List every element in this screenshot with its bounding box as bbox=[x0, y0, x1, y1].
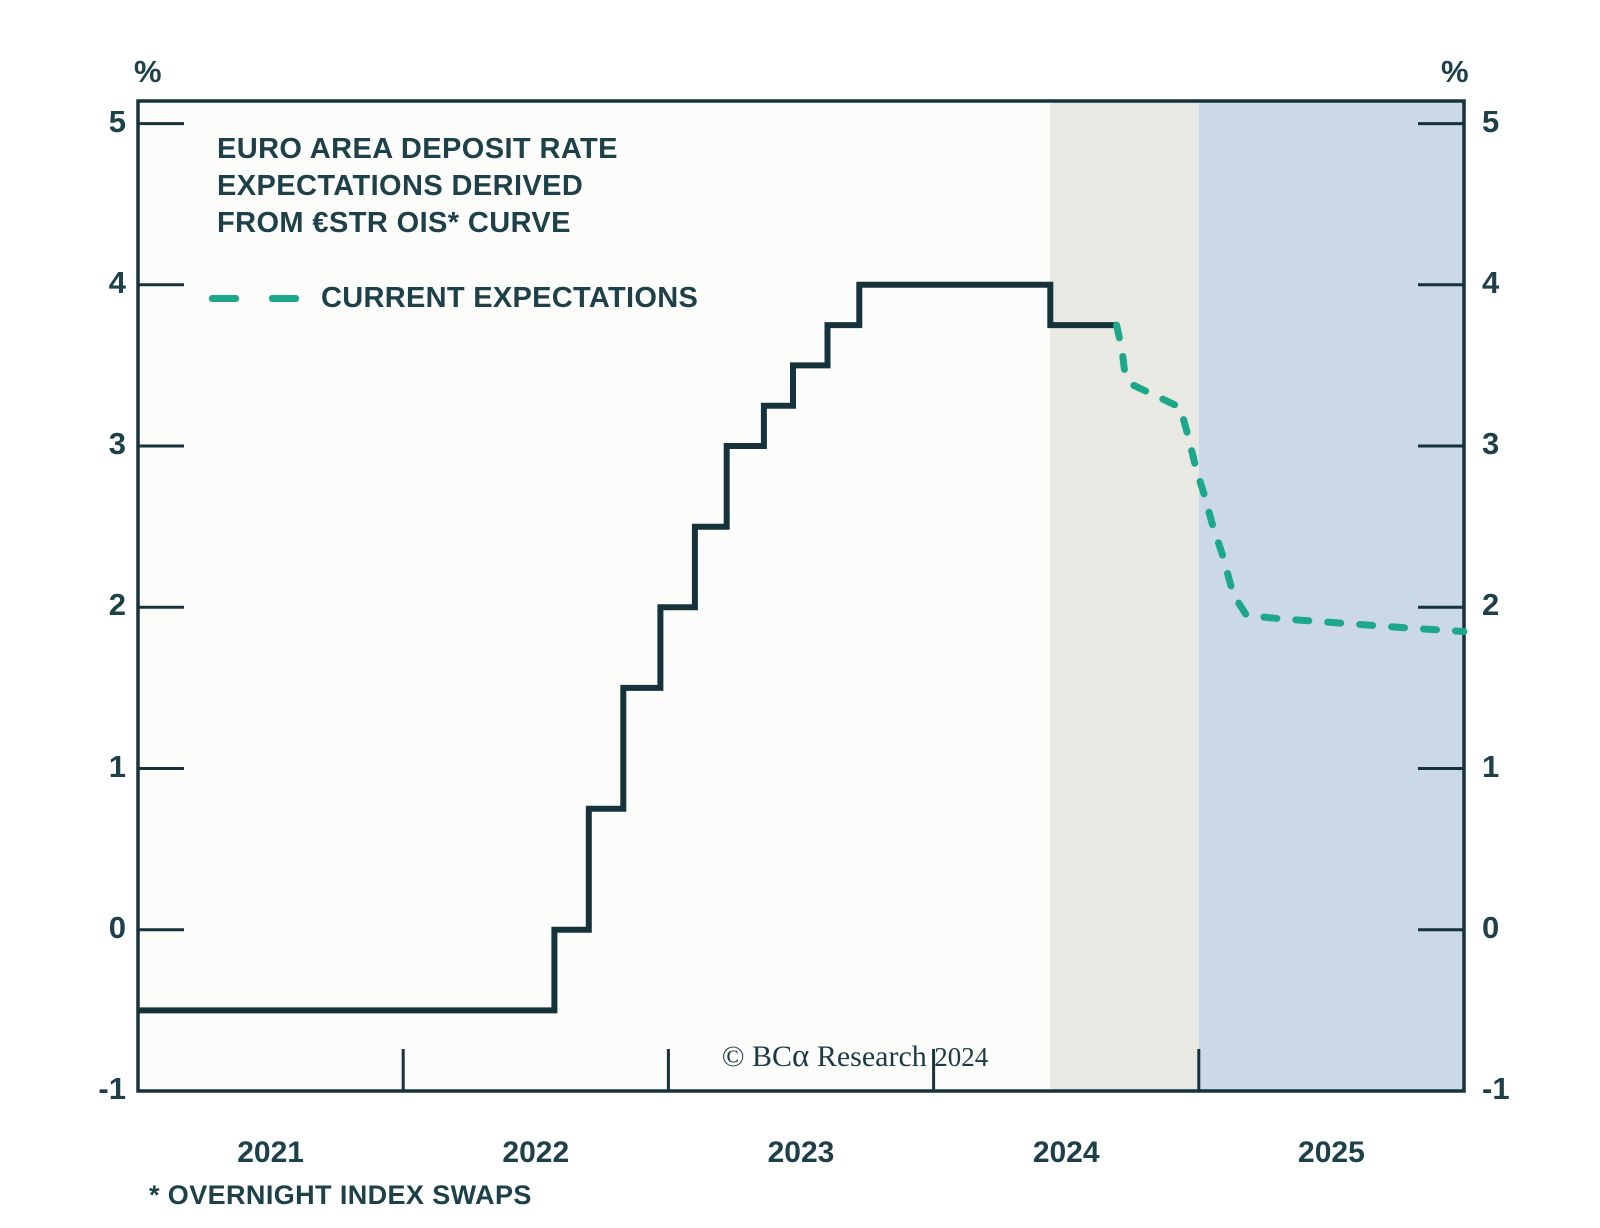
y-axis-labels-left: 5 4 3 2 1 0 -1 bbox=[0, 0, 126, 1228]
legend-dash-icon bbox=[269, 295, 299, 302]
chart-title: EURO AREA DEPOSIT RATE EXPECTATIONS DERI… bbox=[217, 131, 618, 242]
y-axis-unit-right: % bbox=[1441, 54, 1469, 89]
legend: CURRENT EXPECTATIONS bbox=[209, 282, 698, 315]
y-axis-label: -1 bbox=[98, 1071, 126, 1106]
series-current-expectations bbox=[1113, 321, 1468, 635]
y-axis-label: -1 bbox=[1482, 1071, 1510, 1106]
x-axis-label: 2025 bbox=[1298, 1136, 1365, 1169]
y-axis-label: 5 bbox=[108, 103, 126, 139]
y-axis-label: 4 bbox=[1482, 264, 1500, 300]
y-axis-label: 3 bbox=[108, 426, 126, 462]
series-deposit-rate-history bbox=[138, 281, 1117, 1014]
chart-title-line-3: FROM €STR OIS* CURVE bbox=[217, 207, 571, 239]
x-axis-label: 2024 bbox=[1032, 1136, 1100, 1169]
y-axis-label: 1 bbox=[1482, 748, 1500, 784]
x-axis-label: 2023 bbox=[767, 1136, 835, 1169]
y-axis-label: 2 bbox=[108, 587, 126, 623]
x-axis-label: 2022 bbox=[502, 1136, 570, 1169]
copyright-prefix: © BC bbox=[721, 1040, 793, 1073]
y-axis-unit-left: % bbox=[134, 54, 162, 89]
y-axis-label: 3 bbox=[1482, 426, 1500, 462]
2025-shading bbox=[1198, 101, 1464, 1091]
legend-dash-icon bbox=[209, 295, 239, 302]
chart-title-line-2: EXPECTATIONS DERIVED bbox=[217, 170, 584, 202]
chart-title-line-1: EURO AREA DEPOSIT RATE bbox=[217, 133, 618, 165]
legend-label: CURRENT EXPECTATIONS bbox=[321, 282, 699, 314]
copyright-notice: © BCα Research 2024 bbox=[660, 1038, 1050, 1075]
y-axis-label: 0 bbox=[108, 909, 126, 945]
copyright-middle: Research bbox=[809, 1040, 935, 1073]
y-axis-label: 2 bbox=[1482, 587, 1500, 623]
mid-2024-shading bbox=[1050, 101, 1199, 1091]
copyright-year: 2024 bbox=[934, 1042, 989, 1072]
footnote: * OVERNIGHT INDEX SWAPS bbox=[149, 1180, 532, 1210]
legend-dashed-line-swatch bbox=[209, 295, 310, 302]
y-axis-label: 5 bbox=[1482, 103, 1500, 139]
y-axis-label: 4 bbox=[108, 264, 126, 300]
copyright-alpha-glyph: α bbox=[792, 1038, 810, 1074]
y-axis-label: 1 bbox=[108, 748, 126, 784]
x-axis-label: 2021 bbox=[237, 1136, 304, 1169]
y-axis-label: 0 bbox=[1482, 909, 1500, 945]
plot-frame bbox=[136, 99, 1466, 1093]
y-axis-labels-right: 5 4 3 2 1 0 -1 bbox=[1482, 0, 1592, 1228]
